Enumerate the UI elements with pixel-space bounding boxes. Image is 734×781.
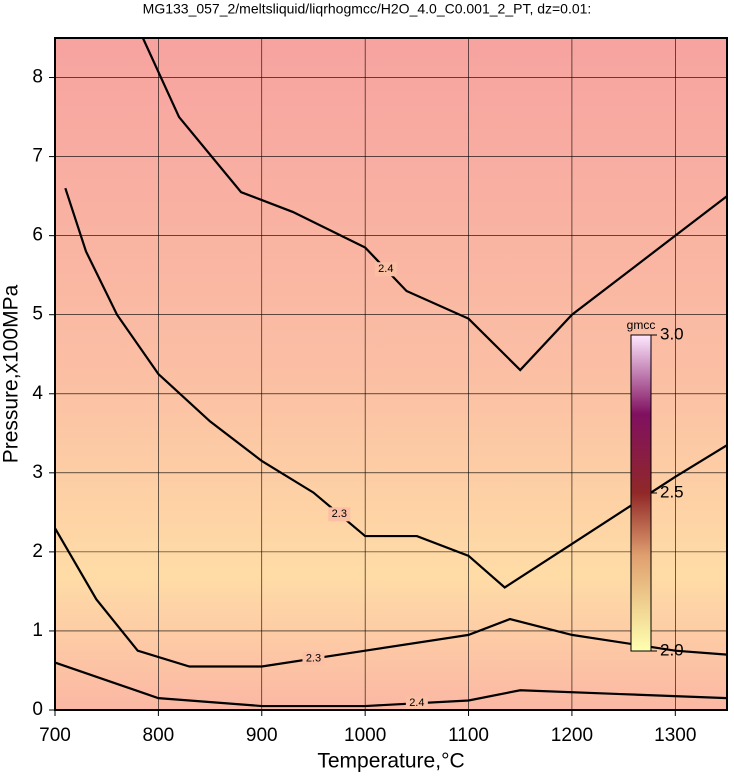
contour-line <box>141 37 728 372</box>
contour-label: 2.4 <box>409 697 424 709</box>
y-axis-label: Pressure,x100MPa <box>0 284 23 463</box>
colorbar-tick-label: 2.0 <box>660 640 684 659</box>
y-tick-label: 1 <box>32 620 43 641</box>
colorbar-label: gmcc <box>627 318 656 332</box>
chart-title: MG133_057_2/meltsliquid/liqrhogmcc/H2O_4… <box>143 1 592 17</box>
x-tick-label: 1300 <box>654 725 696 746</box>
y-tick-label: 6 <box>32 225 43 246</box>
x-tick-label: 1200 <box>551 725 593 746</box>
y-tick-label: 5 <box>32 304 43 325</box>
contour-label: 2.3 <box>306 653 321 665</box>
contour-label-bg <box>328 507 351 522</box>
colorbar: gmcc 2.0 2.5 3.0 <box>627 318 684 659</box>
x-tick-label: 900 <box>246 725 278 746</box>
grid <box>54 38 727 711</box>
y-tick-label: 0 <box>32 699 43 720</box>
y-tick-label: 4 <box>32 383 43 404</box>
y-tick-label: 2 <box>32 541 43 562</box>
x-tick-label: 1000 <box>344 725 386 746</box>
x-tick-label: 800 <box>143 725 175 746</box>
plot-frame <box>54 37 728 711</box>
colorbar-tick-label: 3.0 <box>660 324 684 343</box>
x-tick-label: 700 <box>39 725 71 746</box>
contour-label-bg <box>405 696 428 711</box>
contour-label: 2.4 <box>378 263 393 275</box>
y-tick-label: 8 <box>32 67 43 88</box>
colorbar-tick-label: 2.5 <box>660 482 684 501</box>
y-tick-label: 7 <box>32 146 43 167</box>
contour-label: 2.3 <box>332 508 347 520</box>
x-axis-label: Temperature,°C <box>317 750 464 773</box>
plot-background <box>55 38 727 710</box>
colorbar-scale <box>630 334 652 652</box>
y-tick-label: 3 <box>32 462 43 483</box>
contour-label-bg <box>302 651 325 666</box>
x-tick-label: 1100 <box>448 725 489 746</box>
contour-line <box>54 527 728 668</box>
contours: 2.4 2.3 2.3 2.4 <box>54 37 728 711</box>
contour-label-bg <box>374 262 397 277</box>
